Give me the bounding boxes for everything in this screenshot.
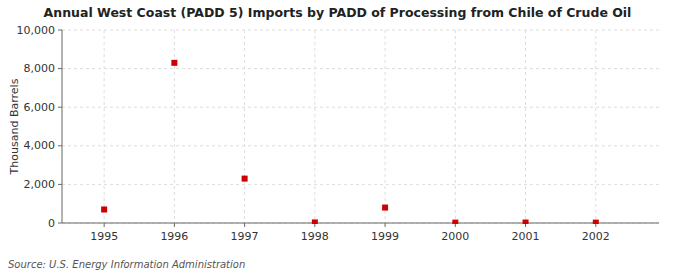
tick-mark <box>174 223 175 227</box>
tick-mark <box>58 223 62 224</box>
grid-line <box>62 145 659 146</box>
grid-line <box>174 30 175 223</box>
tick-label: 4,000 <box>24 139 56 152</box>
point <box>523 220 529 224</box>
grid-line <box>385 30 386 223</box>
tick-mark <box>58 107 62 108</box>
y-axis-line <box>62 30 63 223</box>
tick-label: 1995 <box>90 230 118 243</box>
tick-label: 2001 <box>512 230 540 243</box>
grid-line <box>314 30 315 223</box>
grid-line <box>62 223 659 224</box>
chart: 0 2,000 4,000 6,000 8,000 10,000 1995 1996 1997 1… <box>0 0 675 275</box>
tick-label: 1999 <box>371 230 399 243</box>
grid-line <box>455 30 456 223</box>
tick-label: 1996 <box>160 230 188 243</box>
point <box>593 220 599 224</box>
source-note: Source: U.S. Energy Information Administ… <box>8 259 245 270</box>
points <box>101 60 599 224</box>
point <box>452 220 458 224</box>
tick-label: 6,000 <box>24 101 56 114</box>
title: Annual West Coast (PADD 5) Imports by PA… <box>44 5 632 20</box>
plot-area <box>62 30 659 223</box>
point <box>101 206 107 212</box>
x-axis-line <box>62 223 659 224</box>
tick-mark <box>58 145 62 146</box>
tick-label: 1997 <box>231 230 259 243</box>
tick-mark <box>58 68 62 69</box>
tick-label: 2000 <box>441 230 469 243</box>
grid-line <box>62 107 659 108</box>
point <box>382 205 388 211</box>
tick-label: 0 <box>48 217 55 230</box>
tick-label: 8,000 <box>24 62 56 75</box>
grid-line <box>62 184 659 185</box>
tick-label: 1998 <box>301 230 329 243</box>
y-axis-label: Thousand Barrels <box>8 78 21 175</box>
grid-line <box>595 30 596 223</box>
tick-mark <box>385 223 386 227</box>
tick-label: 2002 <box>582 230 610 243</box>
tick-mark <box>244 223 245 227</box>
grid <box>62 30 659 223</box>
tick-mark <box>104 223 105 227</box>
tick-mark <box>58 30 62 31</box>
grid-line <box>104 30 105 223</box>
tick-label: 10,000 <box>17 24 56 37</box>
grid-line <box>62 30 659 31</box>
grid-line <box>525 30 526 223</box>
tick-mark <box>58 184 62 185</box>
point <box>242 176 248 182</box>
point <box>171 60 177 66</box>
tick-label: 2,000 <box>24 178 56 191</box>
grid-line <box>244 30 245 223</box>
point <box>312 219 318 224</box>
grid-line <box>62 68 659 69</box>
